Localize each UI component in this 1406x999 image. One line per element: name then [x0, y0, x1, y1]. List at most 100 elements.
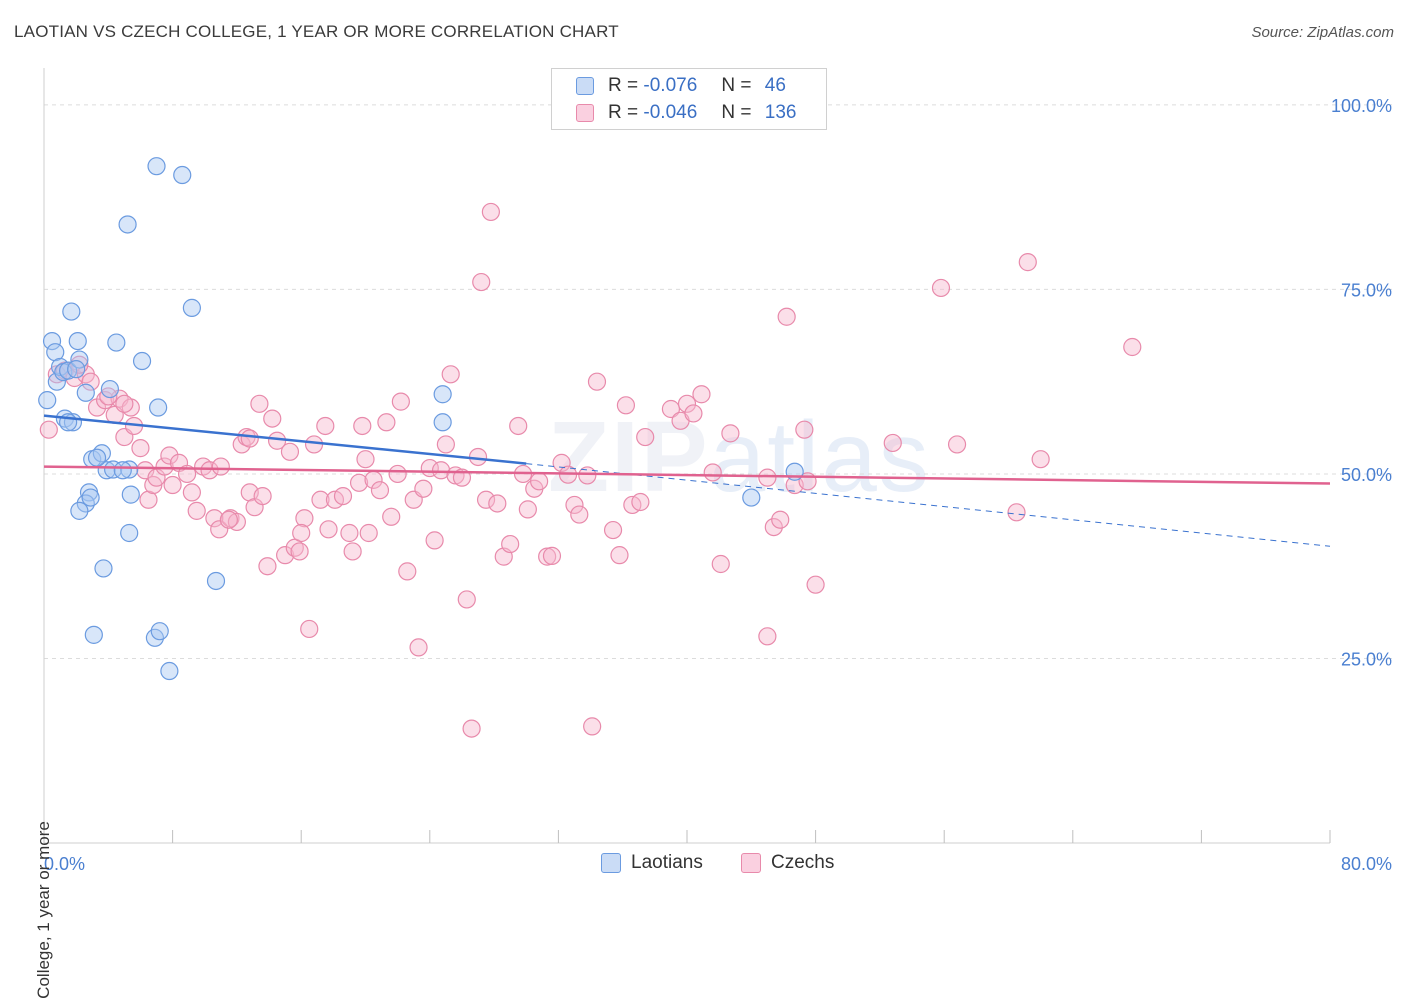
czechs-point-119 — [931, 278, 951, 298]
laotians-point-21 — [100, 379, 120, 399]
czechs-point-50 — [319, 520, 338, 539]
watermark: ZIPatlas — [548, 400, 931, 515]
czechs-point-102 — [661, 399, 681, 419]
czechs-point-106 — [692, 385, 711, 404]
czechs-point-29 — [211, 457, 230, 476]
trend-lines — [43, 414, 1331, 547]
czechs-point-67 — [414, 479, 433, 498]
czechs-point-131 — [219, 510, 238, 529]
legend-label-laotians: Laotians — [631, 852, 703, 873]
czechs-point-70 — [431, 461, 451, 480]
czechs-point-134 — [636, 427, 655, 447]
czechs-point-48 — [311, 490, 330, 509]
czechs-point-20 — [163, 475, 182, 495]
czechs-point-45 — [295, 509, 314, 528]
scatter-chart: 25.0% 50.0% 75.0% 100.0% 0.0% 80.0% — [38, 68, 1392, 874]
laotians-point-1 — [42, 331, 62, 351]
legend-r-value-laotians: -0.076 — [643, 75, 698, 96]
czechs-point-36 — [250, 394, 269, 413]
czechs-point-122 — [1018, 253, 1037, 272]
laotians-point-38 — [67, 360, 86, 379]
czechs-point-107 — [703, 463, 722, 482]
source-label: Source: ZipAtlas.com — [1251, 24, 1394, 41]
laotians-point-33 — [84, 625, 103, 644]
czechs-point-80 — [488, 494, 507, 513]
czechs-point-76 — [462, 719, 481, 738]
czechs-point-52 — [333, 486, 353, 506]
czechs-point-56 — [353, 416, 372, 436]
czechs-point-47 — [304, 435, 324, 454]
laotians-point-31 — [120, 523, 139, 543]
czechs-point-93 — [570, 505, 589, 524]
czechs-point-71 — [436, 435, 455, 454]
y-tick-label-3: 100.0% — [1331, 96, 1392, 116]
czechs-point-77 — [472, 272, 491, 292]
czechs-point-64 — [398, 562, 417, 581]
legend-n-value-czechs: 136 — [764, 102, 797, 123]
legend-n-label: N = — [721, 75, 752, 96]
laotians-point-37 — [206, 571, 226, 591]
czechs-point-38 — [258, 557, 277, 576]
czechs-point-37 — [253, 486, 272, 506]
czechs-points — [39, 202, 1142, 738]
legend-item-czechs[interactable]: Czechs — [741, 852, 834, 874]
czechs-point-92 — [565, 495, 584, 515]
czechs-point-115 — [806, 575, 825, 594]
laotians-point-26 — [173, 165, 192, 185]
laotians-point-12 — [76, 383, 95, 402]
grid-lines — [44, 104, 1392, 659]
czechs-point-14 — [136, 461, 155, 480]
chart-title: LAOTIAN VS CZECH COLLEGE, 1 YEAR OR MORE… — [14, 22, 619, 41]
czechs-point-118 — [883, 433, 902, 453]
czechs-point-0 — [39, 420, 58, 439]
legend-swatch-laotians — [601, 853, 621, 873]
czechs-point-133 — [240, 429, 259, 448]
czechs-point-128 — [292, 523, 311, 543]
laotians-point-25 — [147, 157, 166, 176]
laotians-point-11 — [70, 350, 89, 369]
czechs-point-101 — [631, 492, 650, 512]
laotians-point-30 — [121, 485, 140, 504]
czechs-point-120 — [947, 435, 967, 454]
laotians-points — [38, 157, 804, 681]
legend-swatch-czechs — [741, 853, 761, 873]
watermark-bold: ZIP — [548, 401, 710, 513]
czechs-point-19 — [160, 446, 179, 465]
czechs-point-54 — [343, 542, 362, 561]
czechs-point-113 — [777, 307, 796, 326]
x-tick-label-1: 80.0% — [1341, 854, 1392, 874]
laotians-point-16 — [70, 501, 89, 520]
legend-row-laotians: R = -0.076 N = 46 — [576, 74, 786, 98]
laotians-point-17 — [81, 488, 100, 507]
czechs-point-28 — [210, 520, 229, 539]
laotians-point-15 — [76, 494, 95, 513]
watermark-thin: atlas — [709, 401, 931, 513]
y-tick-label-1: 50.0% — [1341, 465, 1392, 485]
axes — [43, 68, 1331, 844]
legend-n-label: N = — [721, 102, 752, 123]
czechs-point-83 — [509, 416, 528, 436]
czechs-point-123 — [1031, 450, 1050, 469]
czechs-point-112 — [771, 510, 790, 529]
czechs-point-59 — [370, 481, 390, 500]
laotians-point-24 — [132, 351, 152, 371]
czechs-point-121 — [1007, 503, 1026, 522]
czechs-point-79 — [481, 202, 500, 222]
legend-item-laotians[interactable]: Laotians — [601, 852, 703, 874]
czechs-point-39 — [263, 409, 282, 428]
laotians-point-20 — [104, 460, 123, 479]
laotians-trend-extension — [526, 463, 1331, 547]
czechs-point-105 — [684, 404, 703, 423]
czechs-point-69 — [425, 531, 444, 550]
series-legend: Laotians Czechs — [0, 852, 1406, 878]
czechs-point-124 — [1123, 337, 1142, 357]
czechs-point-78 — [476, 490, 496, 509]
czechs-point-104 — [677, 394, 697, 413]
czechs-point-109 — [721, 424, 740, 443]
legend-swatch-czechs — [576, 104, 594, 122]
czechs-point-60 — [377, 413, 396, 432]
czechs-point-46 — [300, 619, 319, 639]
czechs-point-89 — [542, 546, 562, 565]
czechs-point-99 — [616, 396, 636, 415]
czechs-point-27 — [205, 509, 224, 528]
